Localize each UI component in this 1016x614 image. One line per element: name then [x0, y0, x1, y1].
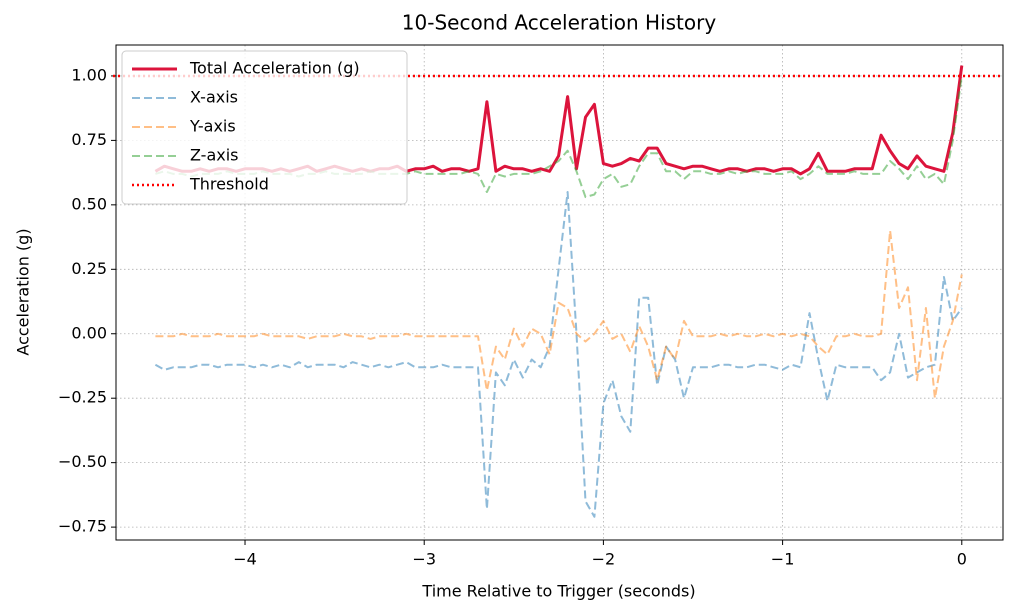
y-tick-label: −0.75	[58, 517, 107, 536]
x-axis-label: Time Relative to Trigger (seconds)	[421, 582, 695, 601]
x-tick-label: −4	[233, 550, 257, 569]
legend-label: Y-axis	[189, 117, 236, 136]
x-tick-label: 0	[957, 550, 967, 569]
legend-box	[121, 50, 408, 205]
series-line	[155, 229, 963, 400]
y-tick-label: 0.75	[71, 130, 107, 149]
y-tick-label: 0.00	[71, 323, 107, 342]
legend-label: X-axis	[190, 88, 238, 107]
x-tick-label: −1	[771, 550, 795, 569]
legend-label: Total Acceleration (g)	[189, 59, 360, 78]
chart-title: 10-Second Acceleration History	[402, 11, 717, 35]
legend: Total Acceleration (g) X-axis Y-axis Z-axis…	[121, 50, 408, 205]
series-line	[154, 191, 963, 518]
y-tick-label: 0.25	[71, 259, 107, 278]
x-tick-label: −3	[412, 550, 436, 569]
x-tick-label: −2	[592, 550, 616, 569]
y-tick-label: −0.50	[58, 452, 107, 471]
y-axis-label: Acceleration (g)	[14, 228, 33, 355]
legend-label: Z-axis	[190, 146, 239, 165]
y-tick-label: 1.00	[71, 65, 107, 84]
y-tick-label: −0.25	[58, 388, 107, 407]
plot-frame	[115, 44, 1004, 541]
legend-label: Threshold	[189, 175, 269, 194]
y-tick-label: 0.50	[71, 194, 107, 213]
